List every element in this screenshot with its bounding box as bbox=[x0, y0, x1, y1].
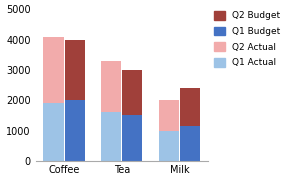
Bar bbox=[101, 61, 121, 112]
Legend: Q2 Budget, Q1 Budget, Q2 Actual, Q1 Actual: Q2 Budget, Q1 Budget, Q2 Actual, Q1 Actu… bbox=[214, 11, 280, 67]
Bar bbox=[101, 112, 121, 161]
Bar bbox=[122, 70, 143, 115]
Bar bbox=[43, 103, 64, 161]
Bar bbox=[159, 131, 179, 161]
Bar bbox=[159, 100, 179, 131]
Bar bbox=[180, 126, 200, 161]
Bar bbox=[65, 40, 85, 100]
Bar bbox=[65, 100, 85, 161]
Bar bbox=[43, 37, 64, 103]
Bar bbox=[122, 115, 143, 161]
Bar bbox=[180, 88, 200, 126]
